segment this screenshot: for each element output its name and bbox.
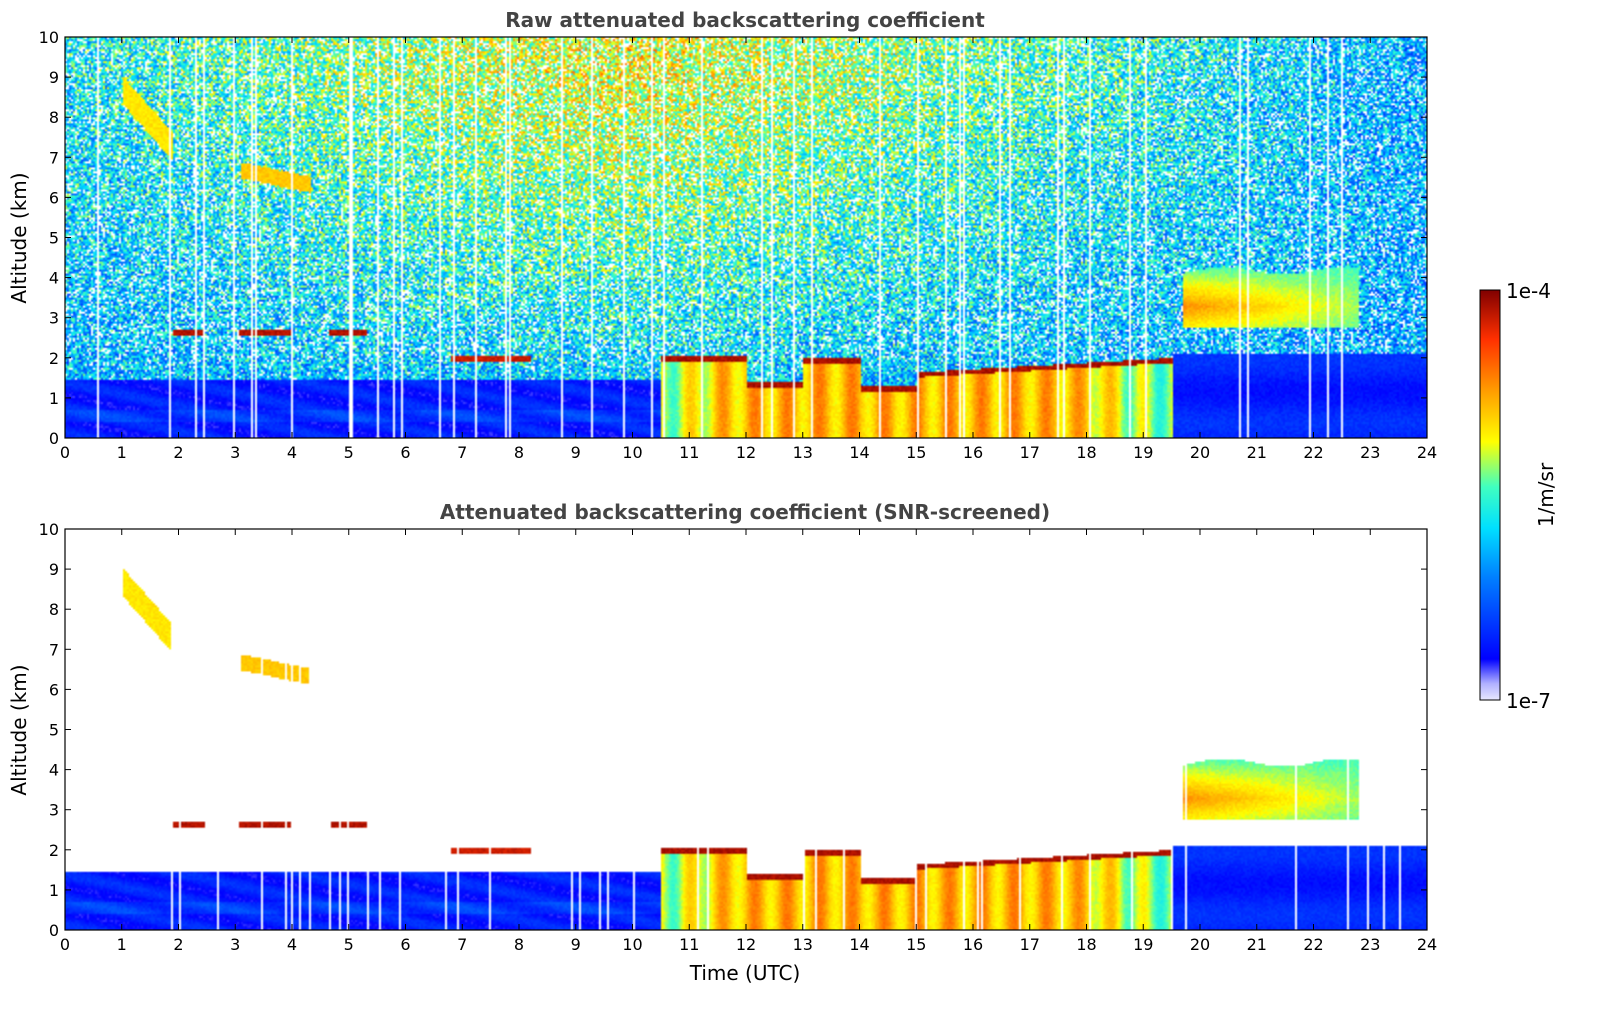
y-tick-label: 0 [49, 429, 59, 448]
y-tick-label: 2 [49, 349, 59, 368]
x-tick-label: 10 [622, 443, 642, 462]
top-axes-ticks: 0 1 2 3 4 5 6 7 8 9 10 11 12 13 14 15 16 17 18 19 20 21 22 23 24… [39, 28, 1438, 462]
y-tick-label: 9 [49, 68, 59, 87]
x-tick-label: 0 [60, 443, 70, 462]
x-tick-label: 14 [849, 935, 869, 954]
x-tick-label: 4 [287, 935, 297, 954]
x-tick-label: 8 [514, 443, 524, 462]
colorbar-gradient [1479, 289, 1501, 701]
x-tick-label: 19 [1133, 443, 1153, 462]
x-tick-label: 2 [173, 443, 183, 462]
x-tick-label: 21 [1247, 443, 1267, 462]
bottom-panel-plot: 0 1 2 3 4 5 6 7 8 9 10 11 12 13 14 15 16 17 18 19 20 21 22 23 24… [39, 520, 1438, 954]
x-tick-label: 6 [400, 935, 410, 954]
x-tick-label: 20 [1190, 935, 1210, 954]
colorbar-min-label: 1e-7 [1506, 689, 1551, 713]
bottom-ylabel: Altitude (km) [7, 664, 31, 795]
x-tick-label: 11 [679, 935, 699, 954]
top-panel-plot: 0 1 2 3 4 5 6 7 8 9 10 11 12 13 14 15 16 17 18 19 20 21 22 23 24… [39, 28, 1438, 462]
x-tick-label: 23 [1360, 443, 1380, 462]
y-tick-label: 8 [49, 108, 59, 127]
x-tick-label: 3 [230, 935, 240, 954]
x-tick-label: 18 [1076, 935, 1096, 954]
y-tick-label: 3 [49, 801, 59, 820]
y-tick-label: 3 [49, 309, 59, 328]
x-tick-label: 15 [906, 935, 926, 954]
x-tick-label: 24 [1417, 935, 1437, 954]
y-tick-label: 6 [49, 680, 59, 699]
colorbar-unit-label: 1/m/sr [1534, 462, 1558, 527]
x-tick-label: 1 [117, 935, 127, 954]
top-ylabel: Altitude (km) [7, 172, 31, 303]
x-tick-label: 6 [400, 443, 410, 462]
y-tick-label: 1 [49, 881, 59, 900]
bottom-panel-title: Attenuated backscattering coefficient (S… [440, 500, 1050, 524]
bottom-heatmap [65, 529, 1427, 930]
x-tick-label: 21 [1247, 935, 1267, 954]
x-tick-label: 13 [793, 935, 813, 954]
x-tick-label: 7 [457, 443, 467, 462]
y-tick-label: 1 [49, 389, 59, 408]
x-tick-label: 16 [963, 443, 983, 462]
y-tick-label: 2 [49, 841, 59, 860]
y-tick-label: 5 [49, 721, 59, 740]
x-tick-label: 22 [1303, 443, 1323, 462]
x-tick-label: 0 [60, 935, 70, 954]
x-tick-label: 5 [344, 935, 354, 954]
top-heatmap [65, 37, 1427, 438]
top-panel-title: Raw attenuated backscattering coefficien… [505, 8, 985, 32]
y-tick-label: 0 [49, 921, 59, 940]
y-tick-label: 8 [49, 600, 59, 619]
x-tick-label: 24 [1417, 443, 1437, 462]
y-tick-label: 9 [49, 560, 59, 579]
bottom-axes-ticks: 0 1 2 3 4 5 6 7 8 9 10 11 12 13 14 15 16 17 18 19 20 21 22 23 24… [39, 520, 1438, 954]
colorbar: 1e-4 1e-7 1/m/sr [1479, 279, 1558, 713]
x-tick-label: 8 [514, 935, 524, 954]
y-tick-label: 10 [39, 520, 59, 539]
x-tick-label: 22 [1303, 935, 1323, 954]
x-tick-label: 14 [849, 443, 869, 462]
x-tick-label: 4 [287, 443, 297, 462]
x-tick-label: 9 [571, 443, 581, 462]
x-tick-label: 18 [1076, 443, 1096, 462]
x-tick-label: 12 [736, 443, 756, 462]
y-tick-label: 6 [49, 188, 59, 207]
y-tick-label: 4 [49, 761, 59, 780]
x-tick-label: 17 [1020, 443, 1040, 462]
x-tick-label: 12 [736, 935, 756, 954]
x-tick-label: 7 [457, 935, 467, 954]
x-tick-label: 3 [230, 443, 240, 462]
x-tick-label: 16 [963, 935, 983, 954]
y-tick-label: 4 [49, 269, 59, 288]
y-tick-label: 7 [49, 640, 59, 659]
x-tick-label: 15 [906, 443, 926, 462]
x-tick-label: 10 [622, 935, 642, 954]
x-tick-label: 5 [344, 443, 354, 462]
y-tick-label: 5 [49, 229, 59, 248]
colorbar-max-label: 1e-4 [1506, 279, 1551, 303]
x-tick-label: 23 [1360, 935, 1380, 954]
x-tick-label: 20 [1190, 443, 1210, 462]
bottom-xlabel: Time (UTC) [689, 961, 801, 985]
x-tick-label: 19 [1133, 935, 1153, 954]
x-tick-label: 2 [173, 935, 183, 954]
x-tick-label: 1 [117, 443, 127, 462]
y-tick-label: 10 [39, 28, 59, 47]
y-tick-label: 7 [49, 148, 59, 167]
x-tick-label: 11 [679, 443, 699, 462]
x-tick-label: 9 [571, 935, 581, 954]
x-tick-label: 13 [793, 443, 813, 462]
x-tick-label: 17 [1020, 935, 1040, 954]
